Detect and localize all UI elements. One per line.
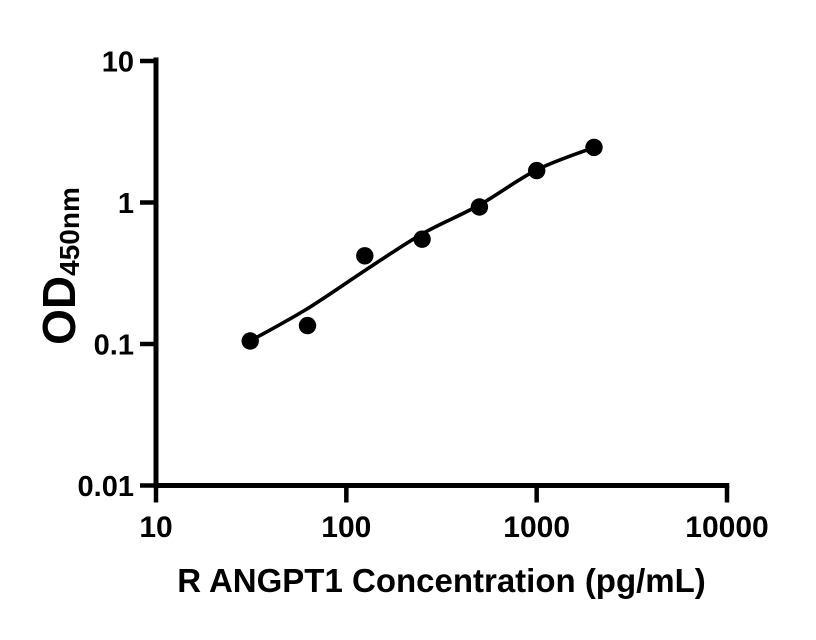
data-point (241, 332, 259, 350)
data-point (585, 138, 603, 157)
x-tick-label: 1000 (503, 511, 570, 544)
x-tick-label: 10000 (685, 511, 768, 544)
y-tick-label: 0.1 (94, 330, 134, 362)
data-point (298, 316, 317, 335)
y-axis-title-main: OD (33, 276, 85, 345)
data-points (241, 138, 603, 350)
data-point (528, 161, 546, 180)
data-point (413, 230, 431, 248)
x-axis: 10 100 1000 10000 (139, 483, 769, 544)
y-axis-title: OD450nm (33, 187, 85, 345)
x-axis-title: R ANGPT1 Concentration (pg/mL) (177, 562, 706, 599)
y-axis: 10 1 0.1 0.01 (78, 47, 159, 503)
x-tick-label: 10 (139, 511, 172, 544)
y-tick-label: 10 (102, 47, 134, 79)
y-tick-label: 0.01 (78, 471, 134, 503)
y-axis-title-subscript: 450nm (54, 187, 85, 276)
y-tick-label: 1 (118, 188, 134, 220)
data-point (356, 247, 374, 265)
x-tick-label: 100 (321, 511, 371, 544)
data-point (470, 198, 489, 216)
